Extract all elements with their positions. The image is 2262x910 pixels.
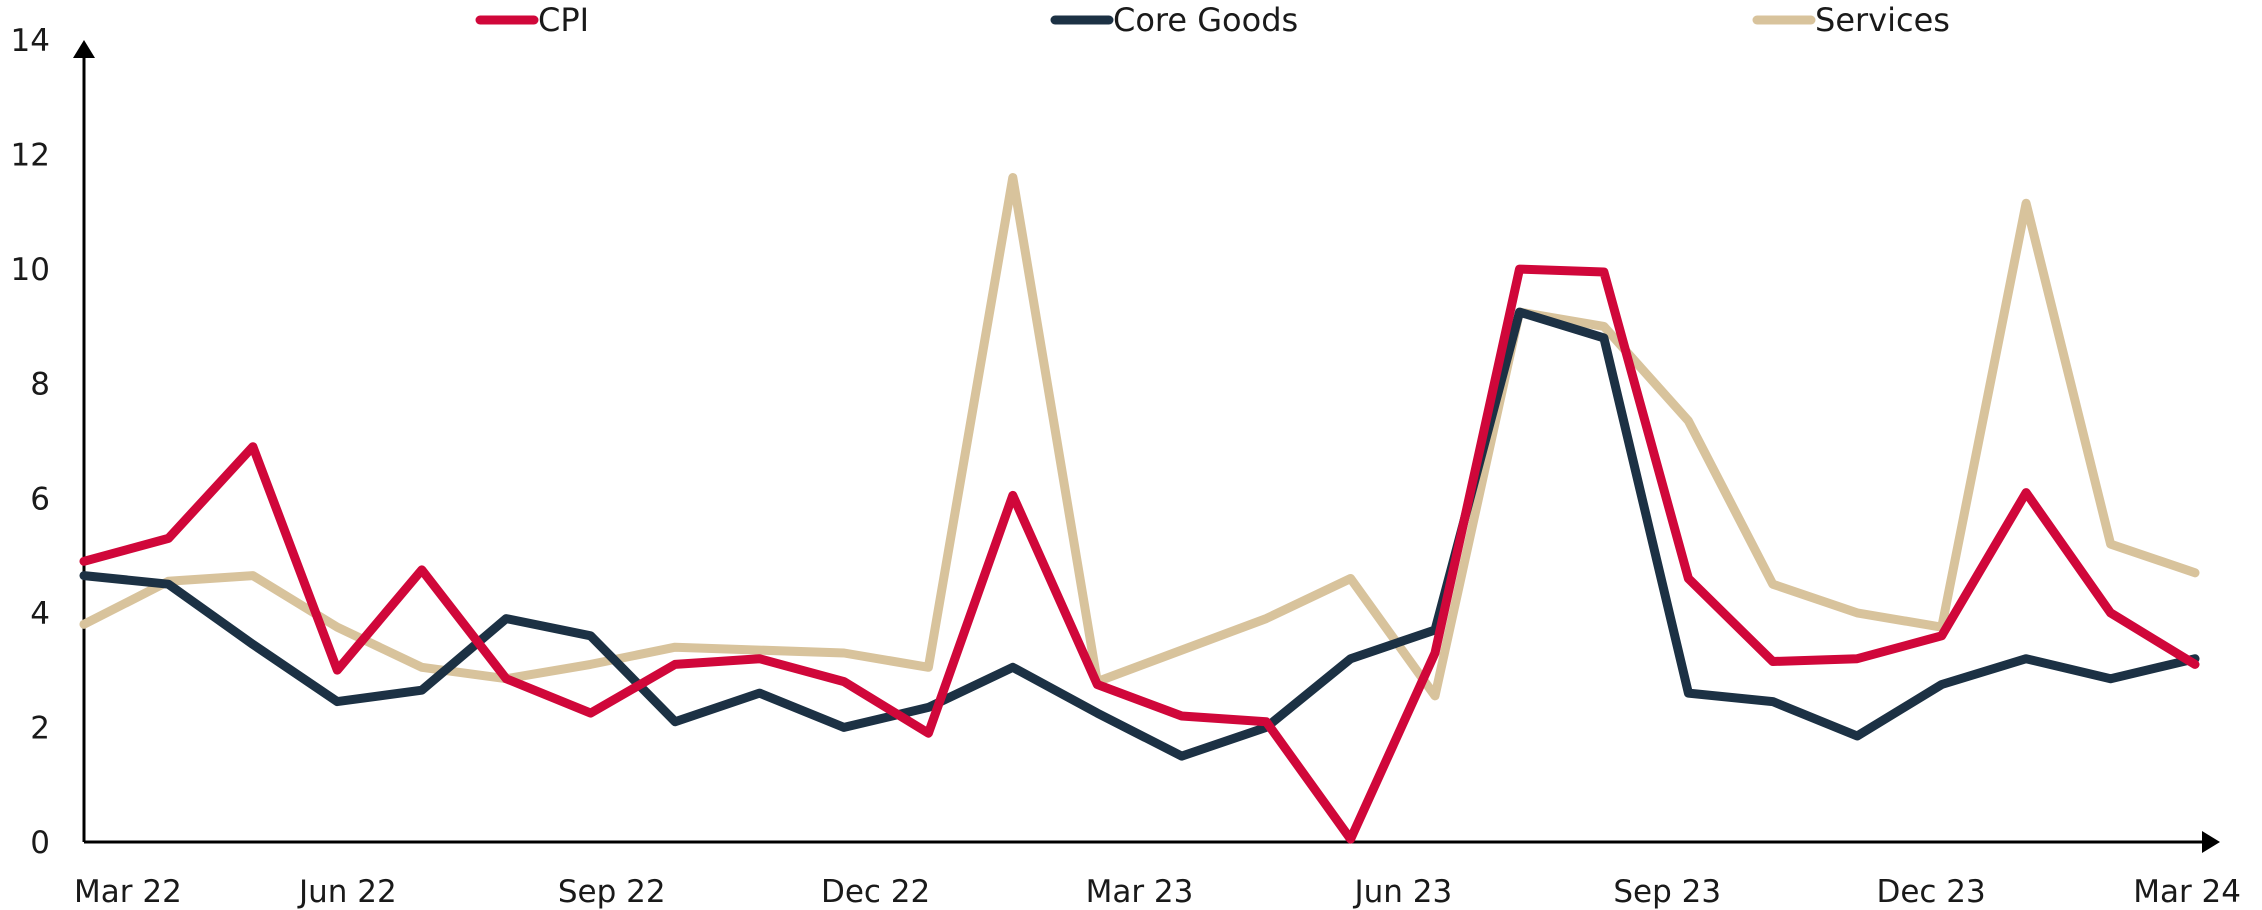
series-line-services (84, 178, 2195, 696)
y-tick-label: 0 (30, 825, 50, 861)
series-line-cpi (84, 269, 2195, 839)
y-tick-label: 10 (11, 252, 50, 288)
x-tick-label: Dec 23 (1876, 874, 1985, 910)
y-axis-arrow (73, 40, 95, 58)
x-tick-label: Mar 22 (74, 874, 182, 910)
y-tick-label: 6 (30, 481, 50, 517)
series-line-core-goods (84, 312, 2195, 756)
legend-label: CPI (538, 1, 589, 39)
legend-item-services: Services (1757, 1, 1950, 39)
axes (73, 40, 2220, 853)
legend-item-cpi: CPI (480, 1, 589, 39)
series-lines (84, 178, 2195, 840)
x-axis-arrow (2202, 831, 2220, 853)
legend-item-core-goods: Core Goods (1055, 1, 1298, 39)
x-axis-ticks: Mar 22 Jun 22 Sep 22 Dec 22 Mar 23 Jun 23 Sep … (74, 874, 2241, 910)
x-tick-label: Jun 23 (1353, 874, 1453, 910)
x-tick-label: Mar 23 (1086, 874, 1194, 910)
legend: CPI Core Goods Services (480, 1, 1950, 39)
x-tick-label: Sep 23 (1613, 874, 1721, 910)
legend-label: Core Goods (1113, 1, 1298, 39)
y-tick-label: 4 (30, 596, 50, 632)
y-tick-label: 8 (30, 367, 50, 403)
x-tick-label: Jun 22 (297, 874, 397, 910)
y-tick-label: 2 (30, 710, 50, 746)
legend-label: Services (1815, 1, 1950, 39)
y-axis-ticks: 0 2 4 6 8 10 12 14 (11, 23, 50, 861)
x-tick-label: Sep 22 (558, 874, 666, 910)
x-tick-label: Dec 22 (821, 874, 930, 910)
x-tick-label: Mar 24 (2133, 874, 2241, 910)
y-tick-label: 12 (11, 138, 50, 174)
y-tick-label: 14 (11, 23, 50, 59)
